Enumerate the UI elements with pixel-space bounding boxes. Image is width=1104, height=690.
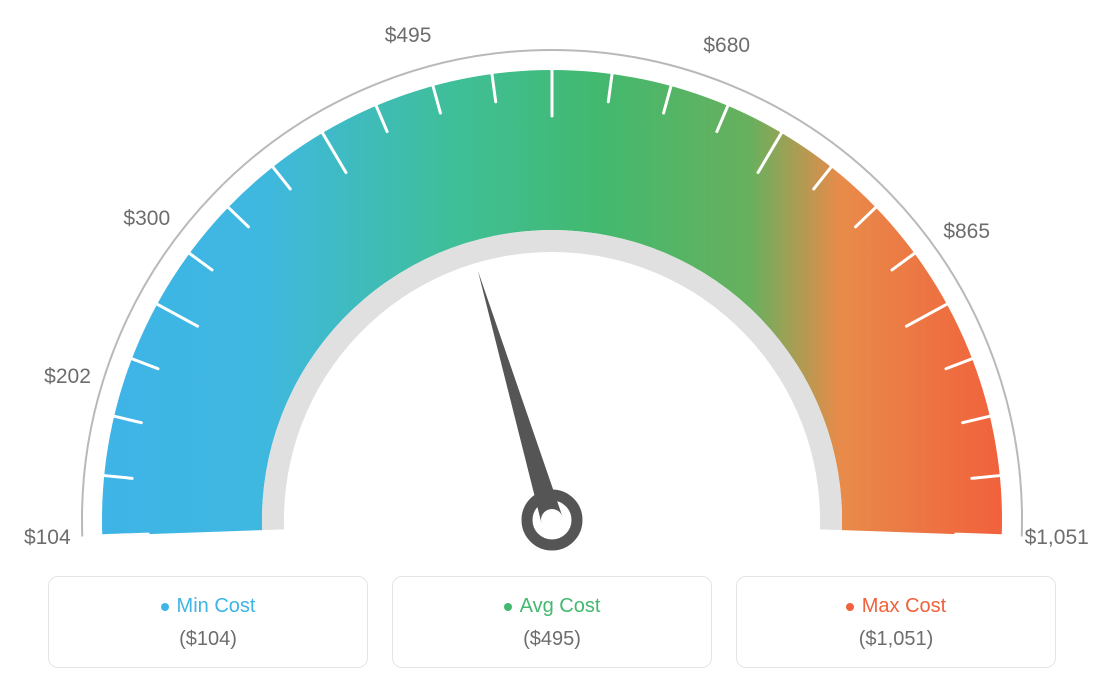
scale-label: $495 [385, 24, 432, 48]
legend-title-avg: Avg Cost [403, 595, 701, 618]
scale-label: $680 [703, 34, 750, 58]
gauge-svg [0, 0, 1104, 560]
gauge-area: $104 $202 $300 $495 $680 $865 $1,051 [0, 0, 1104, 560]
legend-value-avg: ($495) [403, 628, 701, 651]
scale-label: $1,051 [1025, 526, 1089, 550]
legend-card-avg: Avg Cost ($495) [392, 576, 712, 668]
legend-card-max: Max Cost ($1,051) [736, 576, 1056, 668]
legend-title-min: Min Cost [59, 595, 357, 618]
legend-dot-max [846, 603, 854, 611]
scale-label: $202 [44, 365, 91, 389]
scale-label: $865 [943, 220, 990, 244]
legend-title-max: Max Cost [747, 595, 1045, 618]
legend-card-min: Min Cost ($104) [48, 576, 368, 668]
scale-label: $300 [123, 207, 170, 231]
scale-label: $104 [24, 526, 71, 550]
legend-value-max: ($1,051) [747, 628, 1045, 651]
cost-gauge-chart: $104 $202 $300 $495 $680 $865 $1,051 Min Cost … [0, 0, 1104, 690]
legend-label-avg: Avg Cost [520, 595, 601, 618]
legend-dot-min [161, 603, 169, 611]
legend-value-min: ($104) [59, 628, 357, 651]
legend-row: Min Cost ($104) Avg Cost ($495) Max Cost… [40, 576, 1064, 668]
legend-dot-avg [504, 603, 512, 611]
legend-label-max: Max Cost [862, 595, 946, 618]
legend-label-min: Min Cost [177, 595, 256, 618]
